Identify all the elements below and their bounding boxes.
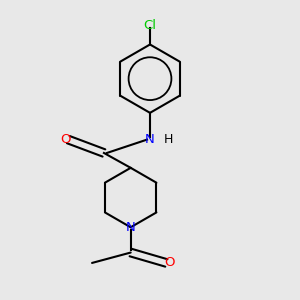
Text: N: N <box>145 133 155 146</box>
Text: O: O <box>164 256 175 269</box>
Text: H: H <box>164 133 173 146</box>
Text: N: N <box>126 221 136 234</box>
Text: O: O <box>60 133 70 146</box>
Text: Cl: Cl <box>143 19 157 32</box>
